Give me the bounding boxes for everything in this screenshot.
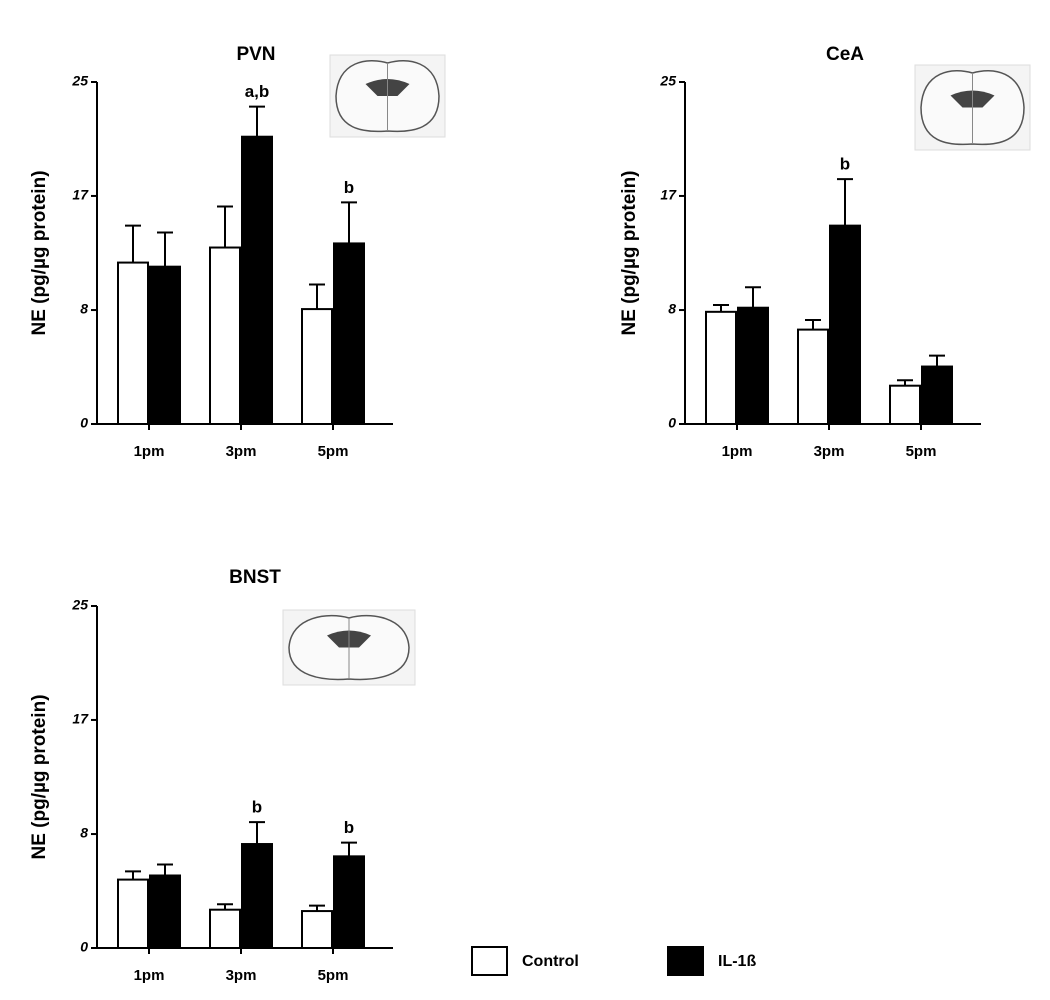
y-tick-label: 25 — [71, 597, 88, 613]
annotation: b — [344, 818, 354, 837]
error-bar — [929, 354, 945, 367]
bar — [301, 308, 333, 426]
y-axis-label: NE (pg/µg protein) — [619, 170, 640, 335]
x-tick-label: 1pm — [134, 967, 165, 984]
error-bar — [157, 231, 173, 267]
annotation: b — [840, 155, 850, 174]
bar — [209, 246, 241, 425]
bar — [301, 910, 333, 950]
chart-title: CeA — [826, 44, 864, 65]
bar — [333, 855, 365, 949]
bar — [333, 242, 365, 425]
legend-label: IL-1ß — [718, 953, 756, 970]
y-tick-label: 8 — [80, 825, 88, 841]
bar — [149, 874, 181, 949]
bar — [241, 135, 273, 425]
error-bar — [157, 863, 173, 876]
bar — [241, 843, 273, 949]
y-tick-label: 8 — [80, 301, 88, 317]
error-bar — [745, 286, 761, 308]
bar — [117, 261, 149, 425]
y-tick-label: 0 — [668, 415, 676, 431]
annotation: b — [252, 798, 262, 817]
error-bar — [249, 821, 265, 845]
error-bar — [341, 841, 357, 857]
error-bar — [125, 224, 141, 263]
y-tick-label: 25 — [71, 73, 88, 89]
legend-swatch — [667, 946, 704, 976]
error-bar — [125, 870, 141, 880]
bar — [737, 306, 769, 425]
legend-swatch — [471, 946, 508, 976]
y-tick-label: 17 — [72, 711, 89, 727]
x-tick-label: 3pm — [226, 443, 257, 460]
y-axis-label: NE (pg/µg protein) — [29, 170, 50, 335]
brain-diagram — [329, 54, 446, 138]
y-tick-label: 17 — [72, 187, 89, 203]
x-tick-label: 5pm — [906, 443, 937, 460]
bar — [829, 224, 861, 425]
error-bar — [217, 205, 233, 248]
bar — [921, 365, 953, 426]
bar — [117, 878, 149, 949]
bar — [209, 908, 241, 949]
x-tick-label: 3pm — [226, 967, 257, 984]
bar — [889, 384, 921, 426]
y-tick-label: 0 — [80, 939, 88, 955]
error-bar — [341, 201, 357, 244]
error-bar — [805, 319, 821, 330]
y-axis-label: NE (pg/µg protein) — [29, 694, 50, 859]
bar — [149, 265, 181, 425]
x-tick-label: 1pm — [722, 443, 753, 460]
x-tick-label: 5pm — [318, 443, 349, 460]
annotation: a,b — [245, 82, 270, 101]
brain-diagram — [914, 64, 1031, 151]
y-tick-label: 17 — [660, 187, 677, 203]
x-tick-label: 1pm — [134, 443, 165, 460]
error-bar — [309, 283, 325, 310]
y-tick-label: 25 — [659, 73, 676, 89]
y-tick-label: 8 — [668, 301, 676, 317]
y-tick-label: 0 — [80, 415, 88, 431]
x-tick-label: 3pm — [814, 443, 845, 460]
chart-title: PVN — [236, 44, 275, 65]
error-bar — [713, 303, 729, 312]
brain-diagram — [282, 609, 416, 686]
legend-label: Control — [522, 953, 579, 970]
error-bar — [837, 178, 853, 226]
x-tick-label: 5pm — [318, 967, 349, 984]
bar — [705, 310, 737, 426]
annotation: b — [344, 178, 354, 197]
bar — [797, 328, 829, 425]
chart-title: BNST — [229, 567, 281, 588]
error-bar — [249, 105, 265, 137]
